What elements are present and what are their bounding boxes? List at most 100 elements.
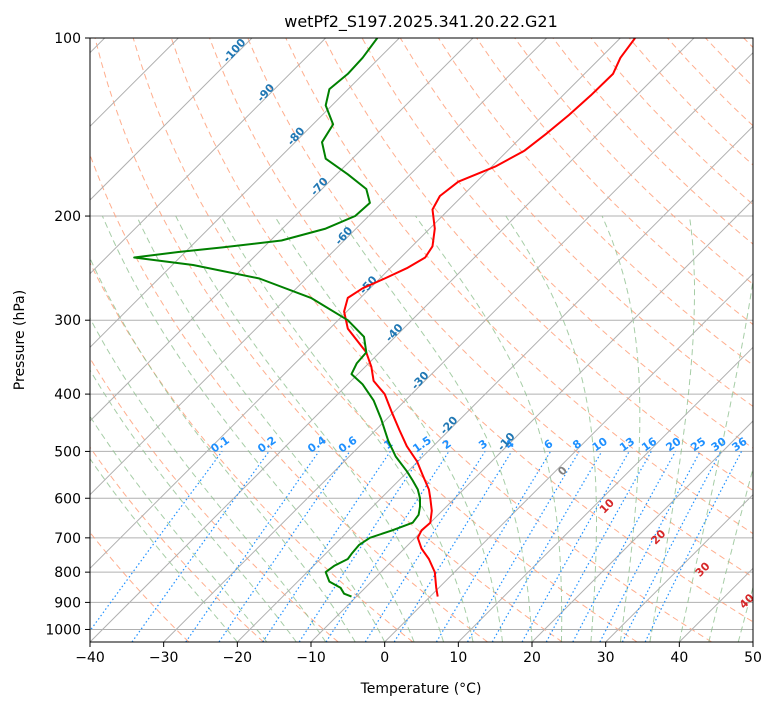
isotherm-line [310, 199, 753, 642]
x-tick-label: −20 [223, 650, 253, 666]
y-tick-label: 900 [54, 595, 81, 611]
mixing-ratio-label: 1.5 [410, 434, 433, 456]
y-tick-label: 300 [54, 313, 81, 329]
isotherm-line [605, 493, 753, 642]
y-tick-label: 600 [54, 491, 81, 507]
x-tick-label: 0 [380, 650, 389, 666]
isotherm-line [90, 38, 400, 349]
x-axis: −40 −30 −20 −10 0 10 20 30 40 50 [75, 642, 762, 666]
dry-adiabat [705, 38, 753, 88]
isotherm-label: -100 [220, 36, 248, 65]
isotherm-label: -20 [437, 413, 460, 437]
isotherm-line [678, 567, 753, 642]
mixing-ratio-label: 0.1 [208, 434, 231, 456]
x-tick-label: 20 [523, 650, 541, 666]
moist-adiabat [708, 466, 753, 642]
mixing-ratio-line [621, 451, 722, 642]
moist-adiabat [90, 457, 238, 642]
sounding-series [133, 38, 636, 598]
plot-frame [89, 37, 754, 643]
pressure-gridlines [90, 38, 753, 630]
moist-adiabat [90, 257, 356, 642]
dry-adiabats [90, 38, 753, 642]
isotherm-line [163, 51, 753, 642]
dry-adiabat [552, 38, 753, 245]
x-tick-label: 50 [744, 650, 762, 666]
dry-adiabat [209, 38, 753, 623]
dry-adiabat [437, 38, 753, 366]
dry-adiabat [170, 38, 712, 642]
moist-adiabat-label: 30 [693, 559, 713, 579]
dry-adiabat [90, 261, 414, 642]
dry-adiabat [132, 38, 638, 642]
y-tick-label: 100 [54, 31, 81, 47]
x-tick-label: 10 [449, 650, 467, 666]
isotherm-line [90, 38, 327, 275]
isotherm-line [90, 38, 695, 642]
mixing-ratio-line [218, 451, 351, 642]
dry-adiabat [247, 38, 753, 578]
isotherm-line [531, 420, 753, 642]
isotherm-line [236, 125, 753, 642]
isotherm-label: -90 [254, 81, 277, 105]
plot-area: 0.1 0.2 0.4 0.6 1 1.5 2 3 4 6 8 10 13 16 20 25 30 36-100-… [90, 36, 757, 642]
moist-adiabat [90, 317, 327, 642]
isotherm-label: -70 [308, 175, 331, 199]
mixing-ratio-label: 2 [440, 437, 454, 452]
x-tick-label: −30 [149, 650, 179, 666]
temperature-line [343, 38, 636, 597]
moist-adiabat-label: 0 [555, 464, 570, 479]
moist-adiabat [136, 215, 415, 642]
mixing-ratio-lines [90, 451, 743, 642]
moist-adiabat [90, 415, 268, 642]
dry-adiabat [743, 38, 753, 49]
isotherm-line [752, 641, 753, 642]
mixing-ratio-line [298, 451, 425, 642]
moist-adiabat [338, 215, 533, 642]
mixing-ratio-line [599, 451, 701, 642]
isotherm-line [384, 272, 753, 642]
dry-adiabat [94, 38, 563, 642]
moist-adiabat-label: 10 [597, 496, 617, 516]
dewpoint-line [133, 38, 421, 598]
mixing-ratio-line [90, 451, 223, 632]
y-axis: 100 200 300 400 500 600 700 800 900 1000 [45, 31, 90, 638]
x-tick-label: −10 [296, 650, 326, 666]
y-tick-label: 500 [54, 444, 81, 460]
x-tick-label: −40 [75, 650, 105, 666]
isotherm-line [457, 346, 753, 642]
mixing-ratio-line [435, 451, 552, 642]
x-axis-title: Temperature (°C) [360, 681, 482, 697]
dry-adiabat [90, 357, 339, 642]
moist-adiabat [649, 215, 695, 642]
moist-adiabat [274, 215, 503, 642]
mixing-ratio-line [393, 451, 513, 642]
isotherm-label: -30 [409, 369, 432, 393]
x-tick-label: 30 [597, 650, 615, 666]
moist-adiabat [601, 215, 641, 642]
chart-title: wetPf2_S197.2025.341.20.22.G21 [284, 12, 558, 32]
isotherm-line [90, 38, 253, 201]
y-tick-label: 800 [54, 565, 81, 581]
dry-adiabat [90, 446, 264, 642]
dry-adiabat [285, 38, 753, 535]
mixing-ratio-line [262, 451, 391, 642]
moist-adiabats [90, 215, 753, 642]
moist-adiabat-label: 20 [648, 527, 668, 547]
y-tick-label: 400 [54, 387, 81, 403]
moist-adiabat [220, 215, 474, 642]
mixing-ratio-line [545, 451, 652, 642]
dry-adiabat [667, 38, 753, 127]
dry-adiabat [590, 38, 753, 206]
moist-adiabat [90, 369, 297, 642]
mixing-ratio-line [131, 451, 270, 642]
isotherm-label: -80 [285, 124, 308, 148]
dry-adiabat [514, 38, 753, 285]
mixing-ratio-line [521, 451, 630, 642]
moist-adiabat-label: 40 [737, 591, 757, 611]
isotherm-line [90, 38, 621, 570]
mixing-ratio-label: 3 [476, 437, 490, 452]
mixing-ratio-line [572, 451, 677, 642]
y-tick-label: 200 [54, 209, 81, 225]
mixing-ratio-line [644, 451, 743, 642]
